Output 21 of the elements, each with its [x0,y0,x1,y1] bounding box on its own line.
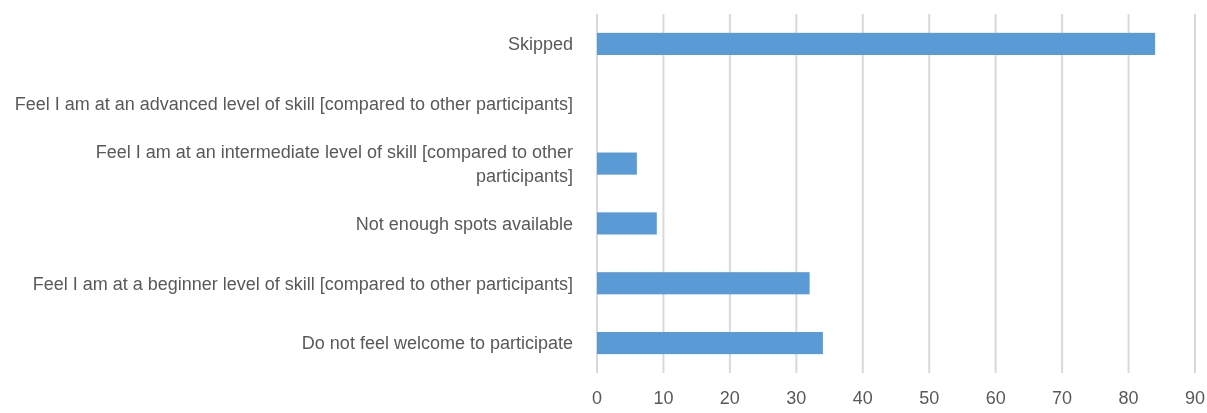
y-tick-label: Feel I am at an intermediate level of skill [compared to other participants] [95,141,573,186]
y-tick-label: Do not feel welcome to participate [301,333,573,354]
bar [597,272,810,295]
x-tick-label: 30 [786,388,807,408]
x-tick-label: 20 [719,388,740,408]
y-tick-label: Not enough spots available [355,213,573,234]
bar [597,212,657,235]
y-tick-label: Skipped [507,34,573,55]
bar [597,152,637,175]
x-tick-label: 0 [591,388,603,408]
x-tick-label: 50 [919,388,940,408]
bar [597,32,1156,55]
x-tick-label: 60 [985,388,1006,408]
x-tick-label: 10 [653,388,674,408]
bar [597,332,823,355]
x-tick-label: 90 [1184,388,1206,408]
y-tick-label: Feel I am at a beginner level of skill [compared to other participants] [32,273,573,294]
x-tick-label: 40 [852,388,873,408]
y-tick-label: Feel I am at an advanced level of skill [compared to other participants] [14,94,573,115]
x-tick-label: 70 [1052,388,1073,408]
x-tick-label: 80 [1118,388,1139,408]
